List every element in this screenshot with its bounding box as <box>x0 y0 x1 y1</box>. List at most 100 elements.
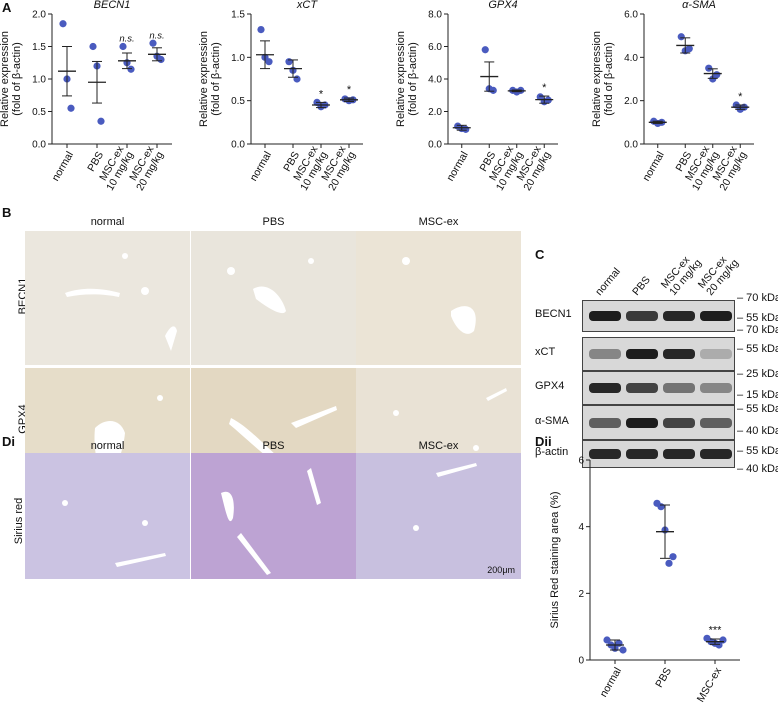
blot-band-1-0 <box>589 349 621 359</box>
x-tick-label-1-0: normal <box>248 150 274 184</box>
x-tick-label-2-0: normal <box>444 150 470 184</box>
blot-band-1-1 <box>626 349 658 359</box>
data-point-4-0-4 <box>619 646 627 654</box>
data-point-4-1-3 <box>665 559 673 567</box>
data-point-1-0-2 <box>265 58 273 66</box>
y-label-line-3-1: (fold of β-actin) <box>603 42 615 116</box>
blot-label-0: BECN1 <box>535 308 572 320</box>
kda-marker-0: – 70 kDa <box>737 292 778 304</box>
y-tick-label-0-3: 1.5 <box>32 42 46 53</box>
blot-strip-4 <box>582 440 735 468</box>
chart-title-1: xCT <box>296 0 318 11</box>
ihc-becn1-msc-ex <box>356 231 521 365</box>
data-point-0-0-0 <box>59 20 67 28</box>
blot-label-1: xCT <box>535 346 556 358</box>
kda-marker-2: – 70 kDa <box>737 324 778 336</box>
blot-band-0-0 <box>589 311 621 321</box>
y-tick-label-1-1: 0.5 <box>231 96 245 107</box>
blot-label-2: GPX4 <box>535 380 565 392</box>
chart-title-2: GPX4 <box>488 0 517 11</box>
chart-title-0: BECN1 <box>94 0 131 11</box>
y-tick-label-2-0: 0.0 <box>428 140 442 151</box>
y-tick-label-0-0: 0.0 <box>32 140 46 151</box>
chart-title-3: α-SMA <box>682 0 716 11</box>
panel-letter-dii: Dii <box>535 434 552 449</box>
data-point-3-1-0 <box>677 33 685 41</box>
blot-band-3-2 <box>663 417 695 428</box>
col-label-msc-ex: MSC-ex <box>418 216 459 228</box>
y-tick-label-1-3: 1.5 <box>231 10 245 21</box>
y-tick-label-3-1: 2.0 <box>624 96 638 107</box>
y-label-line-1-1: (fold of β-actin) <box>210 42 222 116</box>
panel-dii-chart: 0 2 4 6 Sirius Red staining area (%) normal PB… <box>549 456 740 704</box>
y-tick-label-3-2: 4.0 <box>624 53 638 64</box>
y-label-1: Relative expression (fold of β-actin) <box>198 31 222 127</box>
sirius-msc-ex: 200μm <box>356 453 521 579</box>
lane-label-line-0-0: normal <box>593 266 623 298</box>
blot-label-4: β-actin <box>535 446 569 458</box>
col-label-d-pbs: PBS <box>262 440 285 452</box>
blot-strip-3 <box>582 405 735 440</box>
data-point-4-1-4 <box>669 553 677 561</box>
col-label-pbs: PBS <box>262 216 285 228</box>
panel-letter-a: A <box>2 0 12 15</box>
y-tick-label-2-4: 8.0 <box>428 10 442 21</box>
data-point-4-0-0 <box>603 636 611 644</box>
kda-marker-6: – 55 kDa <box>737 403 778 415</box>
y-label-line-4-0: Sirius Red staining area (%) <box>549 492 561 629</box>
kda-marker-4: – 25 kDa <box>737 368 778 380</box>
data-point-3-1-2 <box>685 45 693 53</box>
y-tick-label-4-3: 6 <box>578 456 584 467</box>
x-tick-label-3-0: normal <box>640 150 666 184</box>
blot-band-0-1 <box>626 311 658 321</box>
y-tick-label-0-1: 0.5 <box>32 107 46 118</box>
data-point-0-2-2 <box>127 65 135 73</box>
kda-marker-9: – 40 kDa <box>737 463 778 475</box>
y-label-3: Relative expression (fold of β-actin) <box>591 31 615 127</box>
x-tick-label-line-4-1-0: PBS <box>653 666 674 690</box>
x-tick-label-line-0-0-0: normal <box>50 150 76 184</box>
y-tick-label-2-1: 2.0 <box>428 107 442 118</box>
x-tick-label-line-2-0-0: normal <box>444 150 470 184</box>
annotation-1-3: * <box>347 84 352 96</box>
y-label-line-3-0: Relative expression <box>591 31 603 127</box>
data-point-2-3-0 <box>536 93 544 101</box>
data-point-1-1-0 <box>285 58 293 66</box>
blot-band-1-3 <box>700 349 732 359</box>
x-tick-label-line-3-0-0: normal <box>640 150 666 184</box>
y-label-line-2-1: (fold of β-actin) <box>407 42 419 116</box>
y-tick-label-4-2: 4 <box>578 522 584 533</box>
y-label-line-1-0: Relative expression <box>198 31 210 127</box>
blot-band-2-0 <box>589 383 621 393</box>
annotation-0-3: n.s. <box>149 30 164 41</box>
x-tick-label-4-0: normal <box>598 666 624 700</box>
blot-label-3: α-SMA <box>535 414 569 427</box>
kda-marker-8: – 55 kDa <box>737 445 778 457</box>
data-point-4-2-4 <box>719 636 727 644</box>
ihc-becn1-normal <box>25 231 190 365</box>
blot-strip-0 <box>582 300 735 332</box>
data-point-0-2-0 <box>119 42 127 51</box>
blot-strip-1 <box>582 337 735 371</box>
ihc-becn1-pbs <box>191 231 356 365</box>
x-tick-label-0-0: normal <box>50 150 76 184</box>
lane-label-line-1-0: PBS <box>630 274 653 298</box>
blot-band-2-1 <box>626 383 658 393</box>
data-point-1-0-0 <box>257 26 265 34</box>
annotation-4-2: *** <box>709 624 723 636</box>
lane-label-1: PBS <box>630 274 653 298</box>
y-label-line-0-1: (fold of β-actin) <box>11 42 23 116</box>
blot-band-2-2 <box>663 383 695 393</box>
scale-bar-d: 200μm <box>487 565 515 575</box>
data-point-0-3-2 <box>157 55 165 64</box>
y-tick-label-1-0: 0.0 <box>231 140 245 151</box>
y-tick-label-3-3: 6.0 <box>624 10 638 21</box>
data-point-1-1-2 <box>293 75 301 83</box>
y-tick-label-1-2: 1.0 <box>231 53 245 64</box>
data-point-4-1-1 <box>657 503 665 511</box>
sirius-pbs <box>191 453 356 579</box>
data-point-2-1-2 <box>489 86 497 94</box>
